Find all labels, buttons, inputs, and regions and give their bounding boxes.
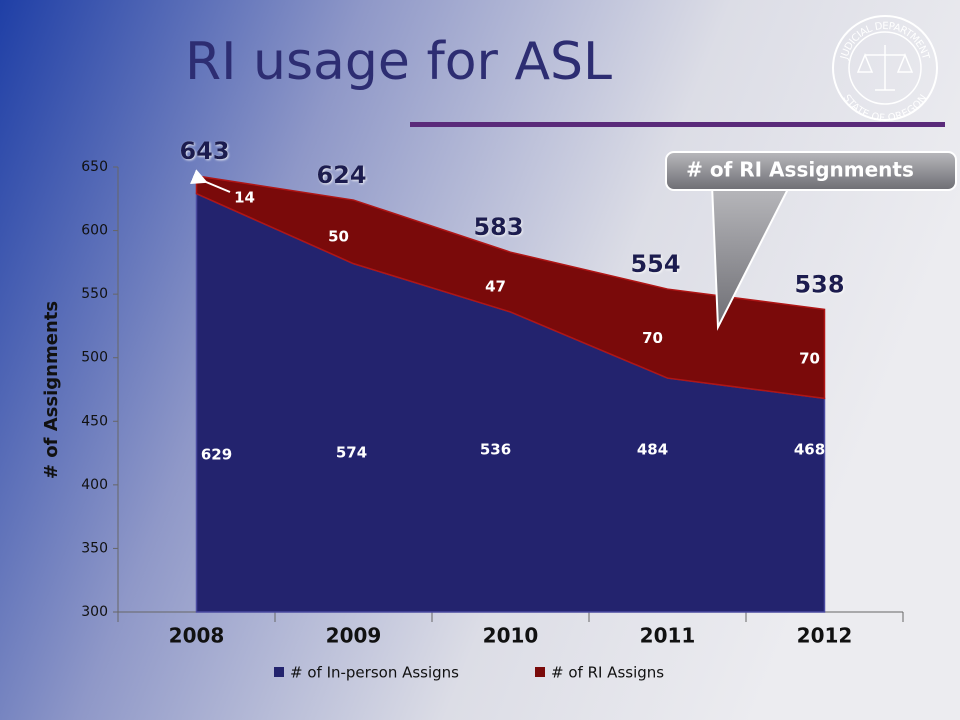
logo-scales xyxy=(856,45,914,91)
y-tick-label: 450 xyxy=(81,413,108,429)
data-label: 47 xyxy=(485,278,506,296)
label-arrow xyxy=(190,169,231,193)
total-label: 583 xyxy=(473,213,523,241)
data-label: 14 xyxy=(234,189,255,207)
total-label: 538 xyxy=(794,270,844,298)
y-tick-label: 650 xyxy=(81,159,108,175)
legend-swatch xyxy=(535,667,545,677)
total-label: 554 xyxy=(630,250,680,278)
x-tick-label: 2009 xyxy=(326,624,382,648)
data-label: 70 xyxy=(799,349,820,367)
data-label: 484 xyxy=(637,441,668,459)
title-rule xyxy=(410,122,945,127)
legend-label: # of RI Assigns xyxy=(551,664,664,682)
y-tick-label: 300 xyxy=(81,604,108,620)
callout-box xyxy=(665,151,957,191)
y-axis-label: # of Assignments xyxy=(41,301,62,479)
x-tick-label: 2011 xyxy=(640,624,696,648)
legend-swatch xyxy=(274,667,284,677)
x-tick-label: 2010 xyxy=(483,624,539,648)
callout-text: # of RI Assignments xyxy=(686,158,914,182)
y-tick-label: 550 xyxy=(81,286,108,302)
data-label: 629 xyxy=(201,446,232,464)
x-tick-label: 2012 xyxy=(797,624,853,648)
y-tick-label: 500 xyxy=(81,350,108,366)
total-label: 643 xyxy=(179,137,229,165)
y-tick-label: 400 xyxy=(81,477,108,493)
total-label: 624 xyxy=(316,161,366,189)
area xyxy=(195,175,826,400)
title: RI usage for ASL xyxy=(185,32,612,92)
data-label: 536 xyxy=(480,441,511,459)
y-tick-label: 600 xyxy=(81,223,108,239)
legend-label: # of In-person Assigns xyxy=(290,664,459,682)
data-label: 70 xyxy=(642,329,663,347)
data-label: 468 xyxy=(794,441,825,459)
logo-ring xyxy=(832,15,938,121)
data-label: 574 xyxy=(336,444,367,462)
logo-ring xyxy=(848,31,922,105)
x-tick-label: 2008 xyxy=(169,624,225,648)
data-label: 50 xyxy=(328,227,349,245)
y-tick-label: 350 xyxy=(81,540,108,556)
